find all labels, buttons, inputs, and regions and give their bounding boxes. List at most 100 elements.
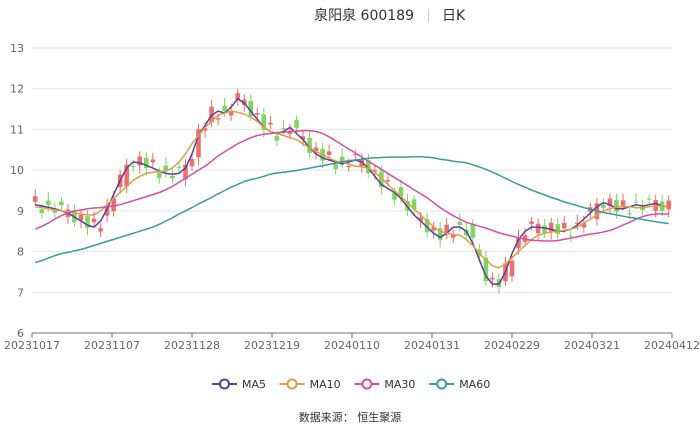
- x-tick-label: 20240110: [324, 339, 380, 352]
- stock-name-code: 泉阳泉 600189: [314, 8, 414, 24]
- candle-body: [385, 179, 391, 182]
- x-tick-label: 20240321: [564, 339, 620, 352]
- candle-body: [163, 165, 169, 172]
- candle-body: [627, 213, 632, 215]
- period-label[interactable]: 日K: [442, 8, 466, 24]
- y-tick-label: 10: [10, 164, 24, 177]
- candle-body: [339, 156, 345, 162]
- candle-body: [346, 165, 352, 167]
- candle-body: [575, 222, 580, 224]
- candle-body: [98, 228, 103, 232]
- candle-body: [130, 166, 136, 168]
- candle-body: [640, 207, 645, 210]
- candle-body: [542, 225, 547, 234]
- candle-body: [529, 221, 534, 224]
- legend-marker: [219, 378, 230, 390]
- candle-body: [601, 204, 606, 208]
- x-tick-label: 20231128: [164, 339, 220, 352]
- legend: MA5 MA10 MA30 MA60: [212, 378, 490, 391]
- candle-body: [437, 228, 443, 241]
- candle-body: [39, 209, 45, 214]
- candle-body: [424, 219, 430, 233]
- y-tick-label: 8: [17, 246, 24, 259]
- series-line-ma10: [35, 110, 669, 269]
- candle-body: [111, 198, 116, 212]
- candle-body: [144, 157, 149, 169]
- candle-body: [333, 164, 338, 170]
- x-tick-label: 20231107: [84, 339, 140, 352]
- candle-body: [509, 260, 515, 277]
- candle-body: [307, 137, 312, 153]
- candle-body: [555, 224, 560, 235]
- y-tick-label: 11: [10, 123, 24, 136]
- candle-body: [52, 209, 58, 213]
- candle-body: [418, 217, 423, 222]
- candle-body: [620, 200, 626, 206]
- candle-body: [516, 237, 521, 249]
- candle-body: [274, 135, 280, 141]
- candle-body: [59, 201, 64, 206]
- candle-body: [281, 128, 286, 130]
- candle-body: [183, 164, 188, 180]
- candle-body: [535, 223, 541, 234]
- candle-body: [490, 277, 495, 280]
- candle-body: [633, 201, 639, 203]
- candle-body: [215, 118, 221, 120]
- candle-body: [157, 172, 162, 179]
- candle-body: [483, 257, 489, 282]
- candles: [32, 88, 672, 295]
- y-tick-label: 9: [17, 205, 24, 218]
- candle-body: [189, 158, 195, 167]
- candle-body: [176, 166, 182, 168]
- candle-body: [431, 226, 436, 231]
- y-tick-label: 6: [17, 327, 24, 340]
- candle-body: [457, 221, 463, 225]
- series-line-ma30: [34, 129, 669, 242]
- candle-body: [294, 120, 299, 128]
- candle-body: [261, 114, 267, 131]
- legend-label: MA10: [310, 378, 341, 391]
- legend-marker: [361, 378, 373, 390]
- x-tick-label: 20240412: [644, 339, 700, 352]
- candle-body: [352, 154, 358, 156]
- y-tick-label: 12: [10, 83, 24, 96]
- candle-body: [398, 187, 404, 197]
- candle-body: [607, 198, 613, 207]
- candle-body: [196, 129, 201, 158]
- series-line-ma60: [35, 155, 669, 264]
- x-tick-label: 20240131: [404, 339, 460, 352]
- candle-body: [124, 164, 129, 187]
- candle-body: [300, 136, 306, 140]
- candle-body: [326, 151, 332, 155]
- x-tick-label: 20231219: [244, 339, 300, 352]
- candle-body: [450, 234, 456, 238]
- legend-label: MA5: [242, 378, 266, 391]
- candle-body: [255, 112, 260, 115]
- candle-body: [287, 131, 293, 134]
- candle-body: [568, 235, 574, 237]
- candle-body: [32, 196, 38, 202]
- title-separator: [428, 9, 429, 22]
- x-tick-label: 20231017: [4, 339, 60, 352]
- candle-body: [411, 199, 417, 210]
- candle-body: [150, 159, 156, 163]
- candle-body: [444, 224, 449, 235]
- candle-body: [170, 175, 175, 179]
- y-tick-label: 13: [10, 42, 24, 55]
- series-line-ma5: [35, 98, 669, 285]
- candle-body: [202, 128, 208, 131]
- candle-body: [646, 198, 652, 200]
- candle-body: [561, 222, 567, 229]
- candle-body: [470, 223, 476, 238]
- candle-body: [522, 235, 528, 242]
- x-tick-label: 20240229: [484, 339, 540, 352]
- chart-title: 泉阳泉 600189 日K: [0, 5, 700, 25]
- y-tick-label: 7: [17, 286, 24, 299]
- candle-body: [548, 222, 554, 232]
- legend-marker: [436, 378, 448, 390]
- legend-label: MA60: [459, 378, 490, 391]
- candle-body: [581, 222, 587, 228]
- candle-body: [313, 147, 319, 152]
- candle-body: [666, 200, 672, 210]
- candle-body: [235, 93, 240, 100]
